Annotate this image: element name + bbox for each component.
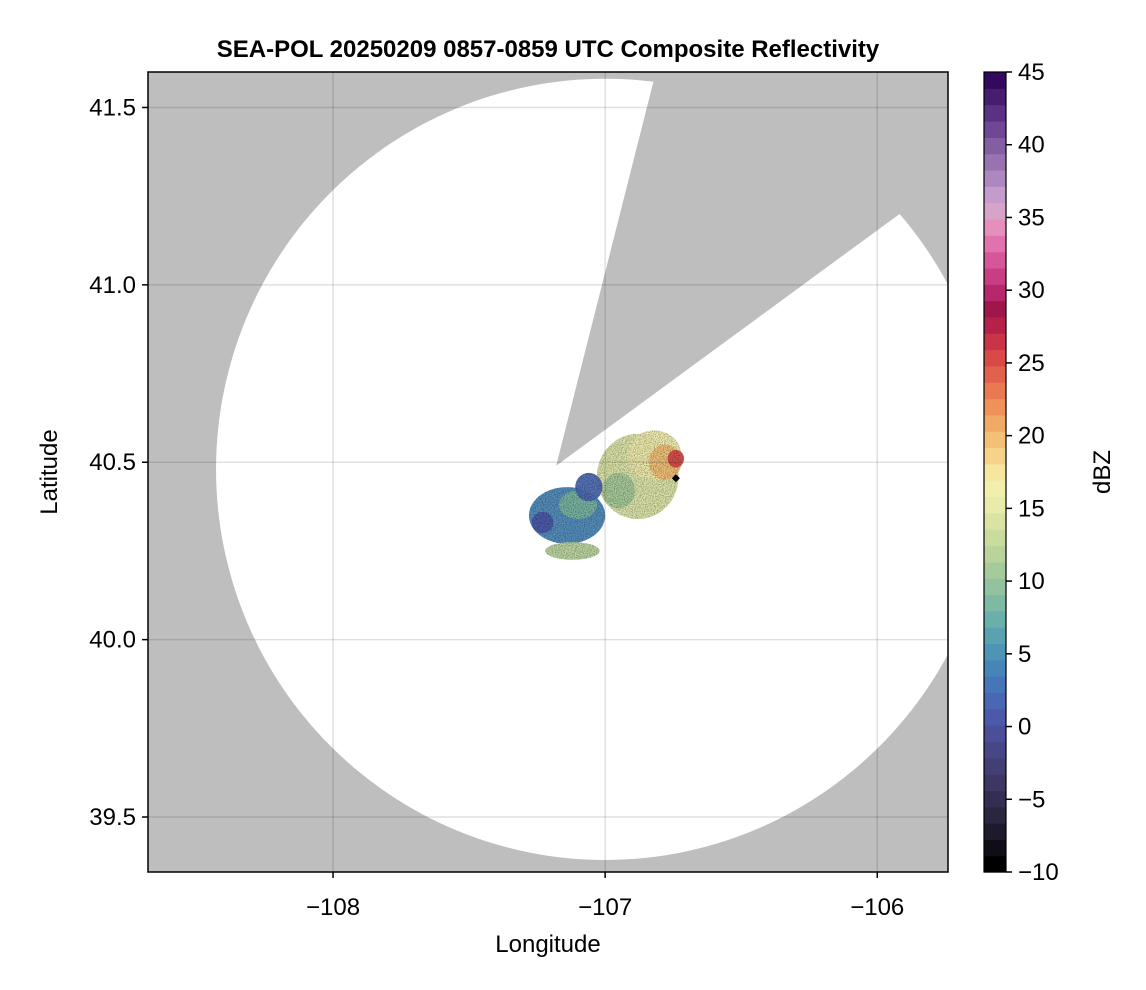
plot-frame [147, 71, 949, 873]
y-tick-label: 41.0 [89, 272, 136, 299]
colorbar [983, 71, 1007, 873]
colorbar-segment [984, 529, 1006, 547]
colorbar-segment [984, 300, 1006, 318]
colorbar-tick-label: 20 [1018, 423, 1045, 450]
colorbar-segment [984, 855, 1006, 873]
plot-area [216, 72, 948, 860]
echo-cell [531, 511, 554, 534]
colorbar-segment [984, 676, 1006, 694]
colorbar-segment [984, 202, 1006, 220]
grid-lines [148, 72, 948, 872]
colorbar-segment [984, 659, 1006, 677]
colorbar-segment [984, 627, 1006, 645]
colorbar-segment [984, 774, 1006, 791]
colorbar-ticks: −10 −5 0 5 10 15 20 25 30 35 40 45 [1006, 59, 1059, 886]
colorbar-segment [984, 545, 1006, 563]
colorbar-segment [984, 414, 1006, 432]
colorbar-segment [984, 594, 1006, 612]
colorbar-tick-label: −10 [1018, 859, 1059, 886]
y-tick-label: 40.5 [89, 449, 136, 476]
colorbar-tick-label: 40 [1018, 132, 1045, 159]
colorbar-segment [984, 741, 1006, 759]
y-tick-label: 41.5 [89, 94, 136, 121]
colorbar-tick-label: 5 [1018, 641, 1031, 668]
colorbar-segment [984, 496, 1006, 514]
colorbar-segment [984, 431, 1006, 449]
colorbar-tick-label: 25 [1018, 350, 1045, 377]
colorbar-segment [984, 480, 1006, 498]
colorbar-segment [984, 823, 1006, 840]
x-tick-label: −108 [306, 894, 360, 921]
echo-cell [575, 472, 603, 502]
colorbar-segment [984, 757, 1006, 775]
blocked-sector [556, 72, 948, 466]
colorbar-tick-label: −5 [1018, 786, 1045, 813]
echo-cell-texture [602, 472, 636, 509]
colorbar-tick-label: 0 [1018, 714, 1031, 741]
x-axis-label: Longitude [495, 931, 600, 958]
colorbar-segment [984, 284, 1006, 302]
colorbar-segment [984, 463, 1006, 481]
colorbar-segment [984, 251, 1006, 269]
colorbar-segment [984, 186, 1006, 204]
colorbar-segment [984, 169, 1006, 187]
colorbar-segment [984, 643, 1006, 661]
echo-cell-texture [545, 542, 600, 560]
y-tick-label: 39.5 [89, 804, 136, 831]
colorbar-tick-label: 45 [1018, 59, 1045, 86]
colorbar-segment [984, 137, 1006, 155]
colorbar-segment [984, 349, 1006, 367]
y-tick-label: 40.0 [89, 627, 136, 654]
colorbar-segment [984, 725, 1006, 742]
colorbar-segment [984, 104, 1006, 122]
colorbar-segment [984, 72, 1006, 89]
colorbar-segment [984, 578, 1006, 596]
colorbar-segment [984, 218, 1006, 236]
radar-site-marker [671, 474, 680, 483]
colorbar-tick-label: 15 [1018, 495, 1045, 522]
colorbar-segment [984, 267, 1006, 285]
colorbar-segment [984, 708, 1006, 726]
colorbar-segment [984, 610, 1006, 628]
colorbar-tick-label: 10 [1018, 568, 1045, 595]
colorbar-label: dBZ [1089, 450, 1116, 494]
colorbar-segment [984, 561, 1006, 579]
colorbar-segment [984, 333, 1006, 351]
x-tick-label: −107 [578, 894, 632, 921]
x-tick-label: −106 [850, 894, 904, 921]
colorbar-segment [984, 235, 1006, 253]
x-axis-ticks: −108 −107 −106 [306, 872, 904, 921]
echo-cell [602, 472, 636, 509]
colorbar-tick-label: 35 [1018, 204, 1045, 231]
y-axis-ticks: 39.5 40.0 40.5 41.0 41.5 [89, 94, 148, 831]
chart-title: SEA-POL 20250209 0857-0859 UTC Composite… [217, 36, 880, 63]
echo-cell-texture [667, 449, 685, 468]
colorbar-segment [984, 790, 1006, 808]
colorbar-segment [984, 382, 1006, 400]
colorbar-segment [984, 447, 1006, 465]
y-axis-label: Latitude [36, 429, 63, 514]
colorbar-tick-label: 30 [1018, 277, 1045, 304]
echo-cell [545, 542, 600, 560]
colorbar-segment [984, 365, 1006, 383]
colorbar-frame [983, 71, 1007, 873]
colorbar-segment [984, 512, 1006, 530]
colorbar-segment [984, 120, 1006, 138]
colorbar-segment [984, 153, 1006, 171]
colorbar-segment [984, 88, 1006, 106]
colorbar-segment [984, 692, 1006, 710]
echo-cell-texture [531, 511, 554, 534]
echo-cell [667, 449, 685, 468]
colorbar-segment [984, 398, 1006, 416]
colorbar-segment [984, 839, 1006, 857]
colorbar-segment [984, 806, 1006, 824]
colorbar-segment [984, 316, 1006, 334]
echo-cell-texture [575, 472, 603, 502]
